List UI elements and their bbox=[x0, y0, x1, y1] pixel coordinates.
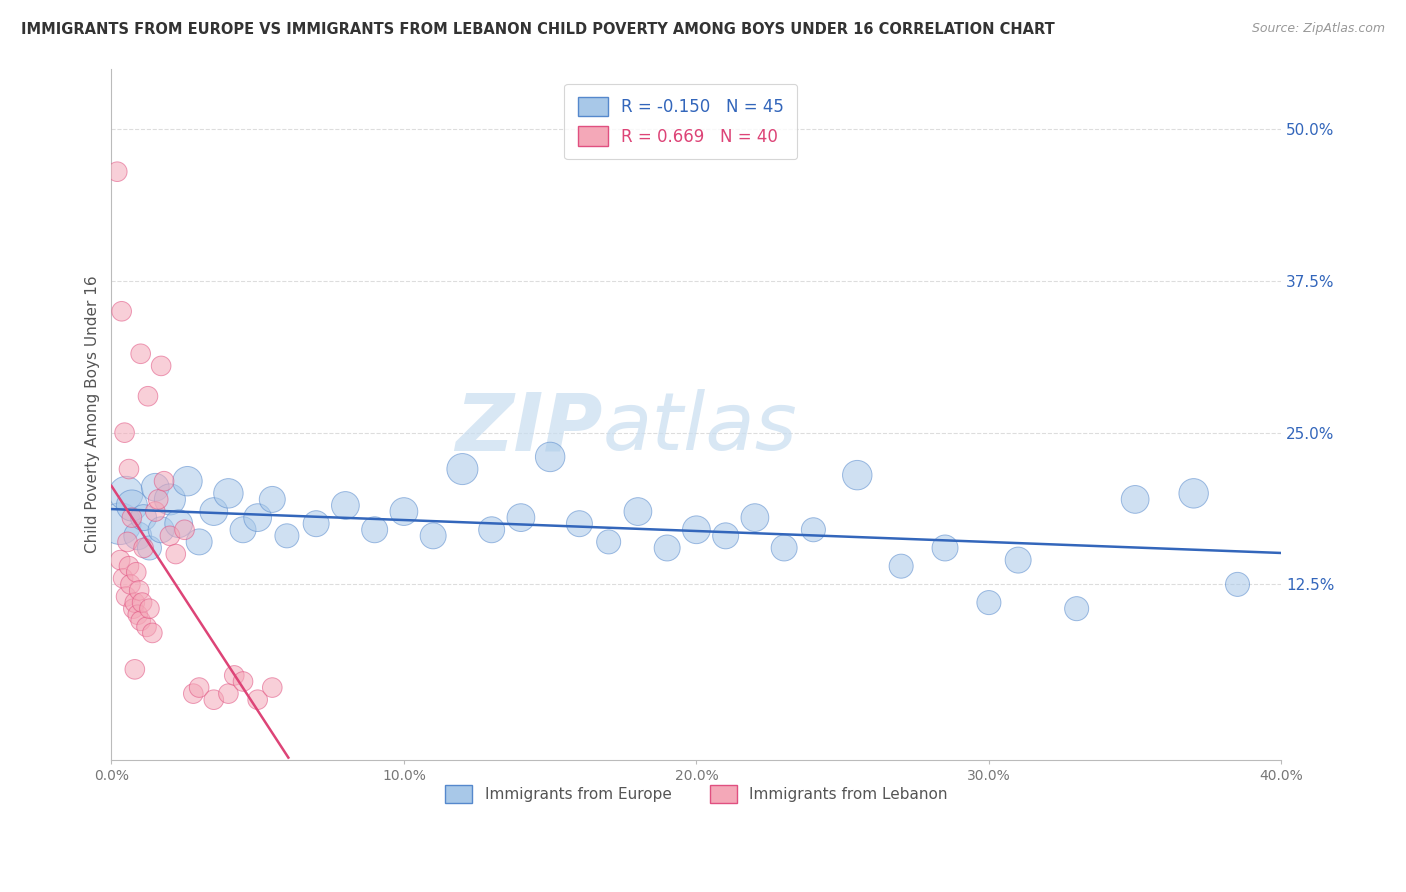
Point bbox=[1123, 492, 1146, 507]
Point bbox=[108, 516, 131, 531]
Point bbox=[167, 516, 190, 531]
Point bbox=[657, 541, 679, 555]
Point bbox=[111, 304, 134, 318]
Point bbox=[627, 504, 650, 518]
Point bbox=[127, 607, 149, 622]
Point bbox=[392, 504, 415, 518]
Point bbox=[202, 504, 225, 518]
Point bbox=[846, 468, 869, 483]
Point bbox=[1007, 553, 1029, 567]
Point bbox=[117, 535, 139, 549]
Point bbox=[232, 523, 254, 537]
Point bbox=[188, 681, 211, 695]
Point bbox=[121, 510, 143, 524]
Point bbox=[305, 516, 328, 531]
Point bbox=[129, 614, 152, 628]
Point bbox=[262, 681, 284, 695]
Point bbox=[1182, 486, 1205, 500]
Point bbox=[122, 601, 145, 615]
Point bbox=[128, 583, 150, 598]
Point bbox=[262, 492, 284, 507]
Point bbox=[451, 462, 474, 476]
Point bbox=[127, 529, 149, 543]
Point bbox=[129, 347, 152, 361]
Point bbox=[509, 510, 531, 524]
Point bbox=[224, 668, 246, 682]
Point bbox=[188, 535, 211, 549]
Point bbox=[115, 486, 138, 500]
Point bbox=[114, 425, 136, 440]
Point bbox=[173, 523, 195, 537]
Point bbox=[132, 541, 155, 555]
Point bbox=[176, 474, 198, 488]
Point bbox=[124, 662, 146, 676]
Point bbox=[120, 577, 142, 591]
Point bbox=[118, 559, 141, 574]
Point bbox=[153, 474, 176, 488]
Text: IMMIGRANTS FROM EUROPE VS IMMIGRANTS FROM LEBANON CHILD POVERTY AMONG BOYS UNDER: IMMIGRANTS FROM EUROPE VS IMMIGRANTS FRO… bbox=[21, 22, 1054, 37]
Point bbox=[115, 590, 138, 604]
Point bbox=[150, 523, 173, 537]
Point bbox=[335, 499, 357, 513]
Point bbox=[773, 541, 796, 555]
Point bbox=[159, 529, 181, 543]
Point bbox=[568, 516, 591, 531]
Point bbox=[890, 559, 912, 574]
Point bbox=[977, 596, 1000, 610]
Point bbox=[538, 450, 561, 464]
Point bbox=[422, 529, 444, 543]
Point bbox=[181, 687, 204, 701]
Point bbox=[934, 541, 956, 555]
Y-axis label: Child Poverty Among Boys Under 16: Child Poverty Among Boys Under 16 bbox=[86, 276, 100, 553]
Point bbox=[131, 596, 153, 610]
Point bbox=[217, 486, 239, 500]
Point bbox=[121, 499, 143, 513]
Point bbox=[135, 620, 157, 634]
Point bbox=[105, 164, 128, 178]
Point bbox=[138, 541, 160, 555]
Point bbox=[136, 389, 159, 403]
Point bbox=[132, 510, 155, 524]
Point bbox=[125, 566, 148, 580]
Point bbox=[246, 692, 269, 706]
Point bbox=[138, 601, 160, 615]
Point bbox=[217, 687, 239, 701]
Point bbox=[744, 510, 766, 524]
Point bbox=[124, 596, 146, 610]
Point bbox=[363, 523, 385, 537]
Point bbox=[202, 692, 225, 706]
Point bbox=[598, 535, 620, 549]
Point bbox=[232, 674, 254, 689]
Text: ZIP: ZIP bbox=[456, 389, 603, 467]
Point bbox=[1066, 601, 1088, 615]
Point bbox=[112, 571, 135, 585]
Point bbox=[159, 492, 181, 507]
Point bbox=[143, 480, 166, 494]
Point bbox=[165, 547, 187, 561]
Point bbox=[276, 529, 298, 543]
Text: Source: ZipAtlas.com: Source: ZipAtlas.com bbox=[1251, 22, 1385, 36]
Point bbox=[150, 359, 173, 373]
Point bbox=[246, 510, 269, 524]
Point bbox=[118, 462, 141, 476]
Point bbox=[481, 523, 503, 537]
Point bbox=[685, 523, 707, 537]
Point bbox=[108, 553, 131, 567]
Text: atlas: atlas bbox=[603, 389, 797, 467]
Point bbox=[803, 523, 825, 537]
Point bbox=[1226, 577, 1249, 591]
Point bbox=[714, 529, 737, 543]
Point bbox=[143, 504, 166, 518]
Point bbox=[148, 492, 170, 507]
Point bbox=[141, 626, 163, 640]
Legend: Immigrants from Europe, Immigrants from Lebanon: Immigrants from Europe, Immigrants from … bbox=[433, 773, 960, 815]
